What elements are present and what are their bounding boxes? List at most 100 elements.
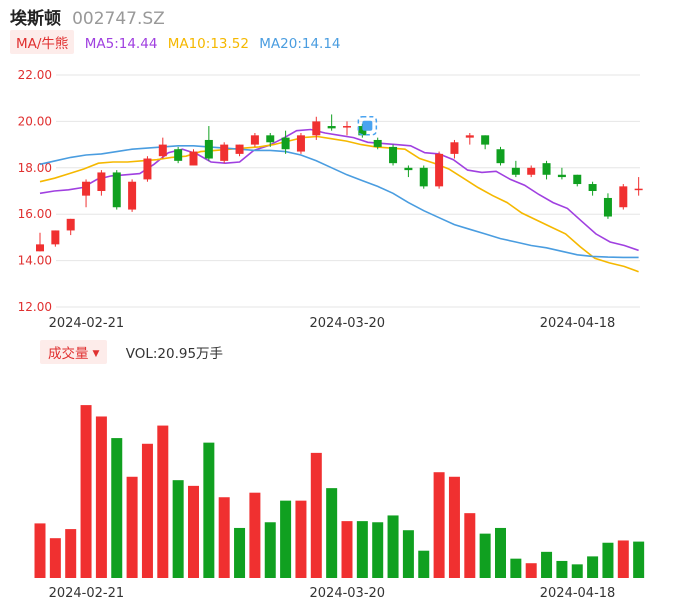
volume-bar[interactable] bbox=[633, 541, 645, 578]
volume-bar[interactable] bbox=[464, 513, 476, 578]
volume-bar[interactable] bbox=[356, 521, 368, 578]
volume-bar[interactable] bbox=[280, 500, 292, 578]
candle[interactable] bbox=[112, 170, 121, 210]
candle[interactable] bbox=[66, 218, 75, 236]
caret-down-icon: ▼ bbox=[92, 349, 100, 359]
candle[interactable] bbox=[588, 181, 597, 196]
candle-body bbox=[250, 135, 259, 145]
candlesticks[interactable] bbox=[36, 114, 643, 252]
candle[interactable] bbox=[204, 126, 213, 161]
volume-bar[interactable] bbox=[188, 485, 199, 578]
candle[interactable] bbox=[435, 151, 444, 189]
volume-bar[interactable] bbox=[571, 564, 583, 578]
candle[interactable] bbox=[404, 165, 413, 178]
candle[interactable] bbox=[312, 116, 321, 140]
candle[interactable] bbox=[281, 130, 290, 154]
volume-bar[interactable] bbox=[49, 538, 61, 578]
volume-bar[interactable] bbox=[65, 529, 77, 578]
candle[interactable] bbox=[174, 146, 183, 164]
volume-bar[interactable] bbox=[95, 416, 107, 578]
volume-bar[interactable] bbox=[341, 521, 353, 578]
ma-legend: MA/牛熊 MA5:14.44 MA10:13.52 MA20:14.14 bbox=[10, 30, 341, 54]
candle[interactable] bbox=[496, 146, 505, 166]
volume-bar[interactable] bbox=[510, 558, 522, 578]
candle[interactable] bbox=[465, 133, 474, 145]
volume-bar[interactable] bbox=[402, 530, 414, 578]
candle[interactable] bbox=[542, 160, 551, 180]
volume-bar[interactable] bbox=[617, 540, 629, 578]
candle[interactable] bbox=[634, 177, 643, 196]
candle[interactable] bbox=[220, 142, 229, 164]
volume-bar[interactable] bbox=[310, 452, 322, 578]
volume-bar[interactable] bbox=[587, 556, 599, 578]
candle[interactable] bbox=[327, 114, 336, 131]
volume-bar[interactable] bbox=[433, 472, 445, 578]
volume-bar[interactable] bbox=[111, 438, 123, 578]
volume-bar[interactable] bbox=[372, 522, 384, 578]
candle-body bbox=[573, 174, 582, 185]
candle[interactable] bbox=[143, 156, 152, 182]
volume-bar[interactable] bbox=[141, 443, 153, 578]
volume-bar[interactable] bbox=[126, 476, 138, 578]
volume-bar[interactable] bbox=[602, 542, 614, 578]
candle-body bbox=[66, 218, 75, 231]
candle[interactable] bbox=[511, 160, 520, 178]
candle[interactable] bbox=[557, 167, 566, 180]
candle-body bbox=[557, 174, 566, 178]
volume-bar[interactable] bbox=[326, 488, 338, 578]
y-tick-label: 22.00 bbox=[18, 68, 52, 82]
event-marker-icon[interactable] bbox=[357, 115, 378, 136]
candle[interactable] bbox=[373, 137, 382, 150]
ma20-label: MA20:14.14 bbox=[259, 36, 341, 52]
volume-bar[interactable] bbox=[479, 533, 491, 578]
volume-bar[interactable] bbox=[80, 405, 92, 578]
volume-bar[interactable] bbox=[418, 550, 430, 578]
ma-indicator-selector[interactable]: MA/牛熊 bbox=[10, 30, 75, 54]
volume-bar[interactable] bbox=[556, 560, 568, 578]
y-tick-label: 20.00 bbox=[18, 114, 52, 128]
candle[interactable] bbox=[450, 139, 459, 159]
candle[interactable] bbox=[97, 170, 106, 196]
volume-indicator-selector[interactable]: 成交量 ▼ bbox=[40, 340, 108, 364]
candle[interactable] bbox=[266, 133, 275, 147]
volume-bar[interactable] bbox=[249, 492, 261, 578]
candle[interactable] bbox=[619, 184, 628, 210]
volume-bar[interactable] bbox=[157, 425, 169, 578]
candle[interactable] bbox=[389, 144, 398, 166]
volume-bar[interactable] bbox=[387, 515, 399, 578]
candle[interactable] bbox=[603, 193, 612, 219]
volume-bar[interactable] bbox=[295, 500, 307, 578]
candle[interactable] bbox=[158, 137, 167, 159]
candle[interactable] bbox=[36, 232, 44, 252]
volume-bar[interactable] bbox=[172, 480, 184, 578]
candle-body bbox=[143, 158, 152, 180]
candle[interactable] bbox=[128, 179, 137, 212]
candle-body bbox=[312, 121, 321, 136]
candle[interactable] bbox=[343, 121, 351, 136]
candle-body bbox=[36, 244, 44, 252]
candle[interactable] bbox=[250, 133, 259, 147]
candle[interactable] bbox=[235, 144, 244, 157]
candle[interactable] bbox=[481, 135, 490, 150]
volume-bar[interactable] bbox=[218, 497, 230, 578]
volume-bar[interactable] bbox=[203, 442, 215, 578]
candle[interactable] bbox=[573, 174, 582, 187]
candle[interactable] bbox=[296, 133, 305, 154]
volume-bar[interactable] bbox=[264, 522, 276, 578]
candle[interactable] bbox=[527, 165, 536, 178]
volume-bar[interactable] bbox=[448, 476, 460, 578]
candle[interactable] bbox=[419, 165, 428, 189]
candle[interactable] bbox=[51, 230, 60, 247]
volume-bar[interactable] bbox=[234, 527, 246, 578]
volume-bar[interactable] bbox=[495, 527, 506, 578]
ma-markers[interactable] bbox=[357, 115, 378, 136]
candle[interactable] bbox=[82, 179, 91, 208]
candle-body bbox=[220, 144, 229, 161]
volume-bar[interactable] bbox=[525, 563, 537, 578]
volume-bar[interactable] bbox=[541, 551, 553, 578]
candle[interactable] bbox=[189, 149, 198, 166]
price-x-axis: 2024-02-21 2024-03-20 2024-04-18 bbox=[49, 316, 616, 331]
volume-bars[interactable] bbox=[34, 405, 645, 578]
volume-bar[interactable] bbox=[34, 523, 46, 578]
